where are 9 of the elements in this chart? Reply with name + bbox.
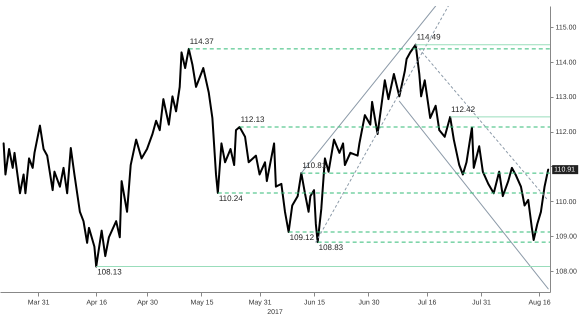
ref-line-label: 114.37: [190, 36, 214, 46]
line-series: [2, 44, 550, 268]
ref-line-label: 114.49: [416, 32, 442, 42]
ref-line-label: 112.42: [451, 104, 476, 114]
ref-line-label: 108.83: [318, 243, 344, 252]
ref-line-label: 108.13: [97, 268, 122, 277]
ref-line-label: 109.12: [290, 233, 315, 242]
ref-line-label: 110.24: [218, 194, 244, 203]
ref-line-label: 112.13: [240, 115, 266, 124]
